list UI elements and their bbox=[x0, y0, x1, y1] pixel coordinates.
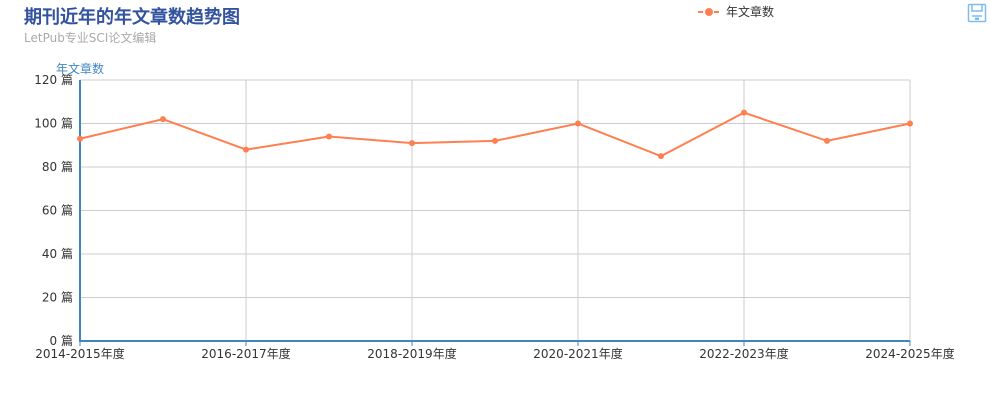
legend-label: 年文章数 bbox=[726, 5, 775, 19]
legend-item[interactable]: 年文章数 bbox=[698, 3, 774, 20]
y-tick-label: 40 篇 bbox=[42, 246, 73, 261]
data-point bbox=[658, 153, 664, 160]
x-tick-label: 2016-2017年度 bbox=[201, 346, 290, 361]
data-point bbox=[409, 140, 415, 147]
chart-subtitle: LetPub专业SCI论文编辑 bbox=[24, 31, 157, 45]
chart-title: 期刊近年的年文章数趋势图 bbox=[24, 7, 240, 28]
y-tick-label: 0 篇 bbox=[50, 333, 73, 348]
data-point bbox=[77, 135, 83, 142]
legend-line-marker-icon bbox=[698, 7, 720, 16]
data-point bbox=[243, 146, 249, 153]
x-tick-label: 2024-2025年度 bbox=[865, 346, 954, 361]
y-tick-label: 80 篇 bbox=[42, 159, 73, 174]
x-tick-label: 2018-2019年度 bbox=[367, 346, 456, 361]
x-tick-label: 2014-2015年度 bbox=[35, 346, 124, 361]
data-point bbox=[160, 116, 166, 123]
data-point bbox=[741, 109, 747, 116]
data-point bbox=[492, 137, 498, 144]
y-tick-label: 20 篇 bbox=[42, 290, 73, 305]
y-tick-label: 60 篇 bbox=[42, 203, 73, 218]
x-tick-label: 2022-2023年度 bbox=[699, 346, 788, 361]
series-line bbox=[79, 111, 911, 158]
data-point bbox=[326, 133, 332, 140]
data-point bbox=[824, 137, 830, 144]
y-tick-label: 120 篇 bbox=[34, 72, 73, 87]
y-axis-label: 年文章数 bbox=[56, 61, 104, 76]
y-tick-label: 100 篇 bbox=[34, 116, 73, 131]
x-tick-label: 2020-2021年度 bbox=[533, 346, 622, 361]
save-icon[interactable] bbox=[967, 3, 987, 23]
data-point bbox=[907, 120, 913, 127]
data-point bbox=[575, 120, 581, 127]
